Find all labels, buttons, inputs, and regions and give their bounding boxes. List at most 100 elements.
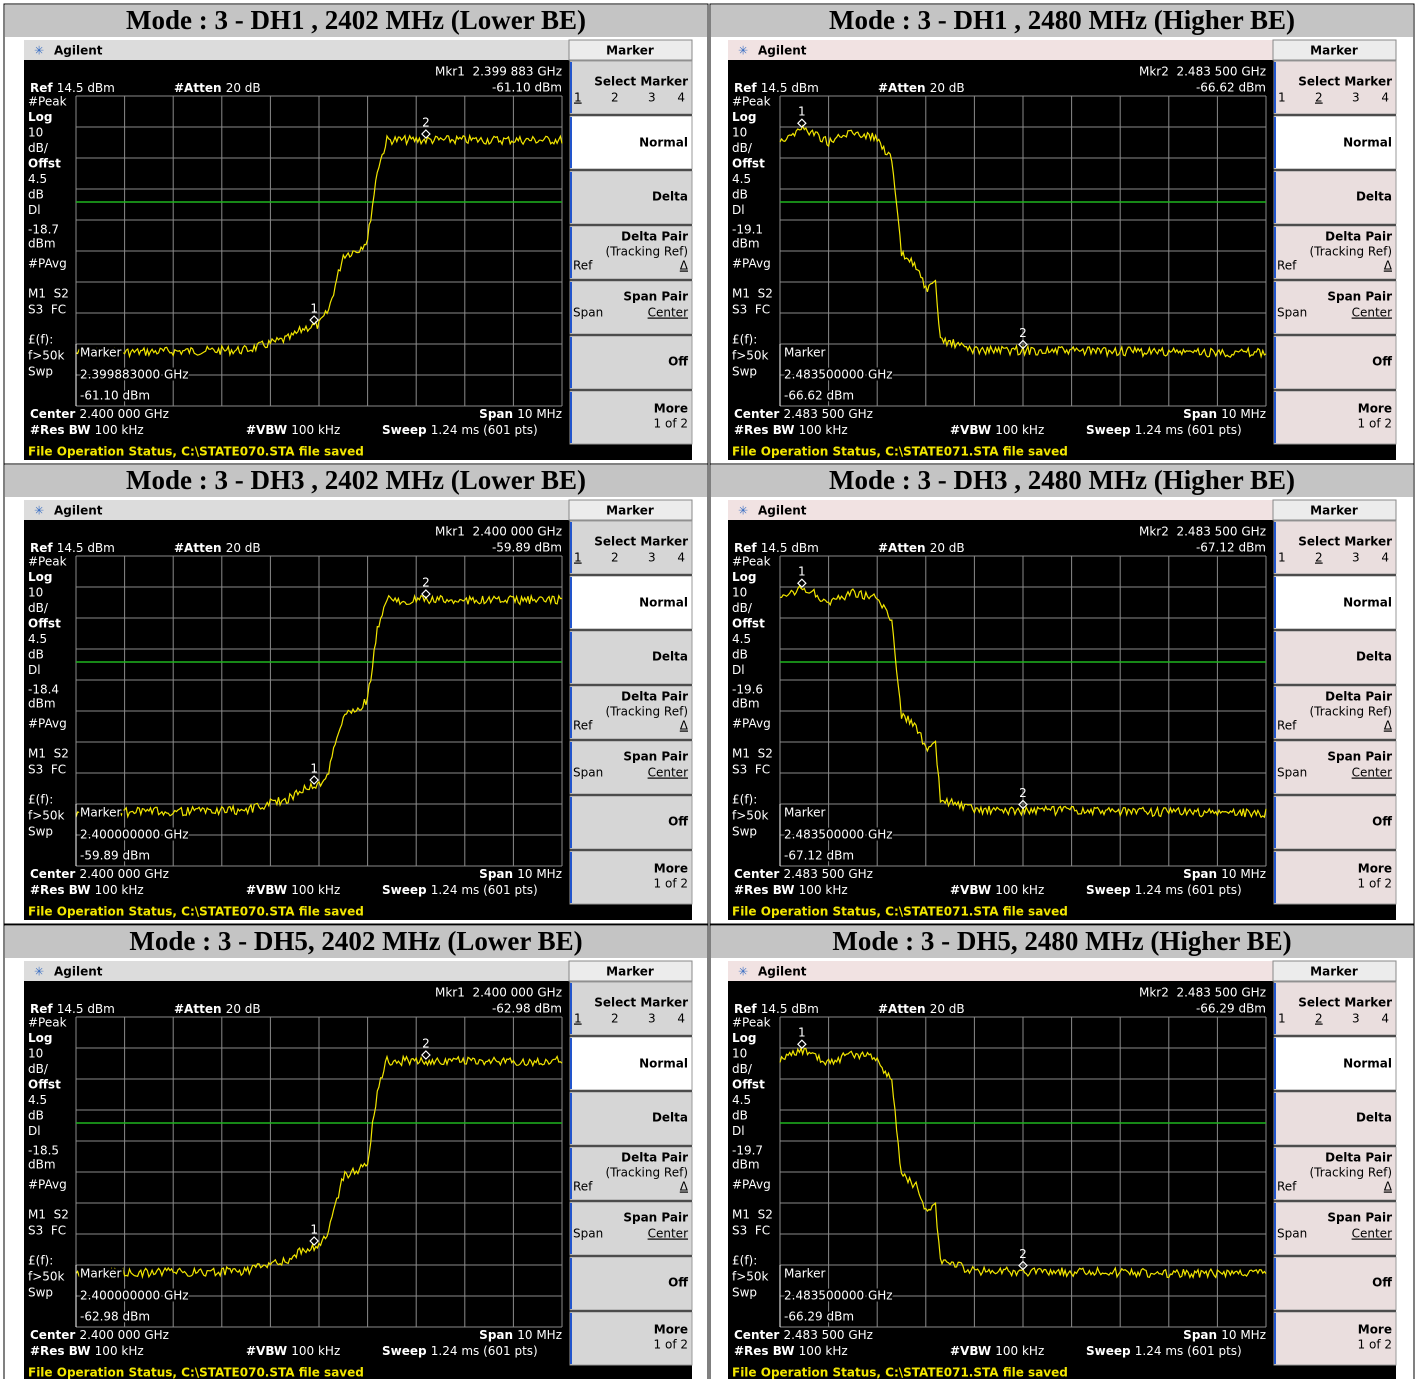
video-bandwidth-label: #VBW <box>246 1344 291 1358</box>
marker-frequency: 2.483500000 GHz <box>784 828 893 842</box>
softkey-label: More <box>654 862 688 876</box>
side-label: dB <box>28 1109 44 1123</box>
marker-word: Marker <box>784 806 826 820</box>
marker-choice: 3 <box>648 1012 656 1026</box>
side-label: 4.5 <box>28 172 47 186</box>
side-label: #Peak <box>732 95 771 109</box>
video-bandwidth-label: #VBW <box>950 423 995 437</box>
span: Span 10 MHz <box>479 867 562 881</box>
side-label: #PAvg <box>28 257 67 271</box>
center-frequency-value: 2.483 500 GHz <box>783 1328 873 1342</box>
marker-choice: 3 <box>1352 91 1360 105</box>
status-bar: File Operation Status, C:\STATE071.STA f… <box>732 905 1068 919</box>
brand: Agilent <box>758 965 807 979</box>
panel-title: Mode : 3 - DH5, 2480 MHz (Higher BE) <box>832 926 1291 956</box>
softkey-sublabel: 1 of 2 <box>654 1338 688 1352</box>
attenuation-value: 20 dB <box>226 81 261 95</box>
side-label: 10 <box>732 126 747 140</box>
span-label: Span <box>479 407 517 421</box>
video-bandwidth-value: 100 kHz <box>291 883 340 897</box>
marker-level: -62.98 dBm <box>80 1310 150 1324</box>
resolution-bandwidth-label: #Res BW <box>734 423 799 437</box>
softkey-label: Off <box>1372 1276 1392 1290</box>
sweep-value: 1.24 ms (601 pts) <box>1135 1344 1242 1358</box>
side-label: 10 <box>732 1047 747 1061</box>
ref-level-label: Ref <box>734 541 761 555</box>
video-bandwidth: #VBW 100 kHz <box>246 1344 340 1358</box>
marker-word: Marker <box>784 346 826 360</box>
side-label: dB <box>732 648 748 662</box>
marker-frequency: 2.399883000 GHz <box>80 368 189 382</box>
mkr-level: -67.12 dBm <box>1196 541 1266 555</box>
table-cell: Mode : 3 - DH5, 2402 MHz (Lower BE) ✳Agil… <box>4 925 708 1379</box>
marker-choice: 4 <box>1381 551 1389 565</box>
table-cell: Mode : 3 - DH1 , 2402 MHz (Lower BE) ✳Agi… <box>4 4 708 464</box>
marker-frequency: 2.483500000 GHz <box>784 1289 893 1303</box>
softkey-option: Span <box>1277 766 1307 780</box>
resolution-bandwidth-value: 100 kHz <box>95 423 144 437</box>
header-bar <box>24 961 569 981</box>
side-label: M1 S2 <box>732 287 773 301</box>
side-label: #Peak <box>28 1016 67 1030</box>
center-frequency-value: 2.400 000 GHz <box>79 407 169 421</box>
attenuation-label: #Atten <box>878 81 930 95</box>
center-frequency-label: Center <box>734 407 783 421</box>
marker-frequency: 2.400000000 GHz <box>80 1289 189 1303</box>
softkey-sublabel: 1 of 2 <box>654 877 688 891</box>
brand: Agilent <box>54 44 103 58</box>
resolution-bandwidth: #Res BW 100 kHz <box>734 1344 848 1358</box>
panel-title: Mode : 3 - DH1 , 2402 MHz (Lower BE) <box>126 5 586 35</box>
softkey-label: Delta <box>652 650 688 664</box>
marker-number: 2 <box>422 576 430 590</box>
video-bandwidth-label: #VBW <box>950 1344 995 1358</box>
ref-level-label: Ref <box>734 1002 761 1016</box>
side-label: S3 FC <box>732 763 770 777</box>
attenuation-value: 20 dB <box>930 1002 965 1016</box>
analyzer-screen: ✳AgilentMarker12Mkr2 2.483 500 GHz-66.62… <box>728 40 1396 460</box>
ref-level-value: 14.5 dBm <box>761 81 819 95</box>
side-label: #Peak <box>732 1016 771 1030</box>
star-icon: ✳ <box>34 504 44 518</box>
side-label: Swp <box>28 365 53 379</box>
center-frequency: Center 2.400 000 GHz <box>30 407 169 421</box>
softkey-option: Δ <box>1384 719 1393 733</box>
resolution-bandwidth-label: #Res BW <box>30 1344 95 1358</box>
softkey-label: Select Marker <box>594 75 688 89</box>
sweep-value: 1.24 ms (601 pts) <box>431 1344 538 1358</box>
span-value: 10 MHz <box>517 867 562 881</box>
attenuation: #Atten 20 dB <box>174 81 261 95</box>
analyzer-screen: ✳AgilentMarker12Mkr2 2.483 500 GHz-67.12… <box>728 500 1396 920</box>
ref-level: Ref 14.5 dBm <box>30 81 115 95</box>
brand: Agilent <box>758 504 807 518</box>
softkey-label: Span Pair <box>1327 290 1392 304</box>
center-frequency-value: 2.483 500 GHz <box>783 867 873 881</box>
mkr-readout: Mkr2 2.483 500 GHz <box>1139 986 1266 1000</box>
ref-level-value: 14.5 dBm <box>761 1002 819 1016</box>
softkey-label: Delta Pair <box>1325 230 1392 244</box>
marker-level: -61.10 dBm <box>80 389 150 403</box>
video-bandwidth: #VBW 100 kHz <box>950 1344 1044 1358</box>
side-label: Offst <box>28 1078 61 1092</box>
marker-choice: 1 <box>574 91 582 105</box>
mkr-level: -66.29 dBm <box>1196 1002 1266 1016</box>
report-table: Mode : 3 - DH1 , 2402 MHz (Lower BE)✳Agi… <box>0 0 1416 1379</box>
analyzer-screen: ✳AgilentMarker12Mkr1 2.399 883 GHz-61.10… <box>24 40 692 460</box>
softkey-option: Δ <box>680 1180 689 1194</box>
ref-level-value: 14.5 dBm <box>57 81 115 95</box>
softkey-label: More <box>654 402 688 416</box>
display-line-level: -19.6 <box>732 683 763 697</box>
display-line-level: -18.5 <box>28 1144 59 1158</box>
header-bar <box>728 40 1273 60</box>
ref-level: Ref 14.5 dBm <box>734 1002 819 1016</box>
mkr-readout: Mkr2 2.483 500 GHz <box>1139 65 1266 79</box>
softkey-option: Ref <box>573 259 593 273</box>
side-label: 10 <box>28 586 43 600</box>
center-frequency-label: Center <box>734 867 783 881</box>
resolution-bandwidth-label: #Res BW <box>734 883 799 897</box>
panel-title: Mode : 3 - DH5, 2402 MHz (Lower BE) <box>129 926 582 956</box>
side-label: S3 FC <box>732 303 770 317</box>
side-label: f>50k <box>28 809 65 823</box>
side-label: f>50k <box>732 809 769 823</box>
